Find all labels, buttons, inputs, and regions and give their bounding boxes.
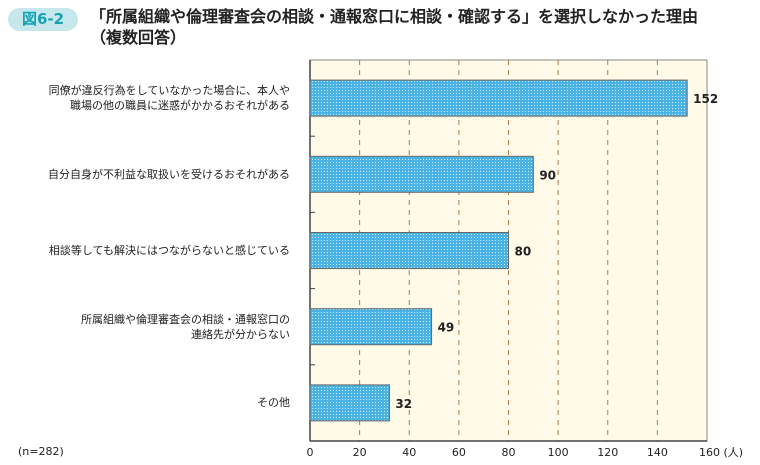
- sample-size-note: (n=282): [18, 445, 64, 458]
- x-tick-label: 120: [597, 446, 618, 459]
- data-label: 152: [693, 92, 718, 106]
- category-label: 自分自身が不利益な取扱いを受けるおそれがある: [48, 167, 290, 181]
- data-label: 32: [395, 397, 412, 411]
- category-label: 同僚が違反行為をしていなかった場合に、本人や 職場の他の職員に迷惑がかかるおそれ…: [48, 84, 290, 113]
- bar: [309, 308, 433, 346]
- category-label: 相談等しても解決にはつながらないと感じている: [48, 244, 290, 257]
- bar: [309, 232, 509, 269]
- x-tick-label: 160 (人): [699, 446, 743, 459]
- bar: [309, 155, 534, 193]
- x-tick-label: 80: [502, 446, 516, 459]
- category-label: 所属組織や倫理審査会の相談・通報窓口の 連絡先が分からない: [81, 312, 290, 341]
- x-tick-label: 100: [548, 446, 569, 459]
- data-label: 80: [515, 245, 532, 259]
- x-tick-label: 20: [353, 446, 367, 459]
- bar: [309, 79, 688, 117]
- figure-label: 図6-2: [8, 8, 78, 31]
- x-tick-label: 40: [402, 446, 416, 459]
- x-tick-label: 0: [307, 446, 314, 459]
- chart-title: 「所属組織や倫理審査会の相談・通報窓口に相談・確認する」を選択しなかった理由 （…: [90, 7, 699, 47]
- x-tick-label: 140: [647, 446, 668, 459]
- x-tick-label: 60: [452, 446, 466, 459]
- bar: [309, 384, 390, 422]
- category-label: その他: [257, 396, 290, 410]
- data-label: 49: [438, 321, 455, 335]
- data-label: 90: [539, 168, 556, 182]
